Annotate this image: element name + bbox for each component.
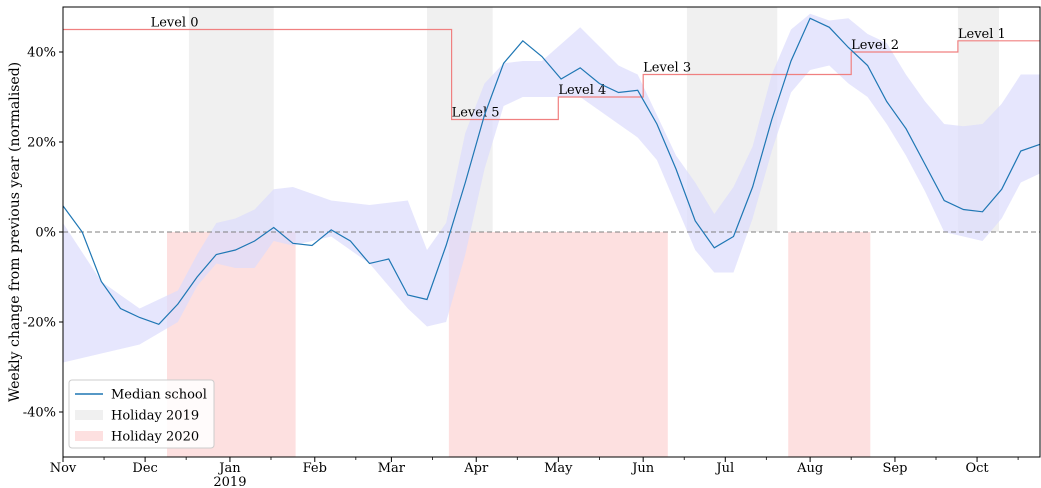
holiday-2020-span: [788, 232, 871, 457]
legend: Median school Holiday 2019 Holiday 2020: [68, 379, 215, 449]
y-tick-label: 40%: [27, 46, 56, 61]
holiday-2020-span: [448, 232, 668, 457]
confidence-band: [63, 13, 1040, 363]
x-tick-label: May: [544, 461, 573, 476]
level-label: Level 0: [151, 16, 199, 31]
legend-label: Holiday 2019: [111, 409, 199, 424]
y-tick-label: -20%: [23, 316, 56, 331]
median-school-line: [62, 17, 1041, 325]
x-tick-label: Dec: [132, 461, 157, 476]
x-tick-label: Jun: [630, 461, 655, 476]
y-tick-label: 0%: [35, 226, 56, 241]
level-label: Level 5: [452, 106, 500, 121]
level-label: Level 4: [558, 83, 606, 98]
levels-step-line: [63, 28, 1040, 121]
x-tick-label: Feb: [303, 461, 327, 476]
confidence-band-layer: [63, 13, 1040, 363]
x-tick-label: Aug: [796, 461, 823, 476]
legend-patch-swatch: [75, 410, 103, 420]
level-label: Level 2: [851, 38, 899, 53]
legend-label: Median school: [111, 388, 207, 403]
y-axis-title: Weekly change from previous year (normal…: [7, 62, 23, 402]
x-tick-label: Jan: [217, 461, 241, 476]
x-tick-label: Oct: [965, 461, 989, 476]
x-tick-label: Sep: [882, 461, 907, 476]
x-tick-label: Apr: [463, 461, 489, 476]
y-tick-label: -40%: [23, 406, 56, 421]
holiday-2019-span: [188, 7, 274, 232]
lockdown-levels: Level 0 Level 5 Level 4 Level 3 Level 2 Level…: [63, 16, 1040, 121]
level-label: Level 1: [958, 27, 1006, 42]
x-tick-label: Jul: [714, 461, 734, 476]
x-tick-year-label: 2019: [213, 475, 246, 488]
legend-label: Holiday 2020: [111, 430, 199, 445]
median-series-layer: [62, 17, 1041, 325]
legend-box: [68, 379, 215, 449]
x-tick-label: Nov: [50, 461, 77, 476]
x-tick-label: Mar: [378, 461, 406, 476]
legend-patch-swatch: [75, 431, 103, 441]
level-label: Level 3: [643, 61, 691, 76]
y-tick-label: 20%: [27, 136, 56, 151]
